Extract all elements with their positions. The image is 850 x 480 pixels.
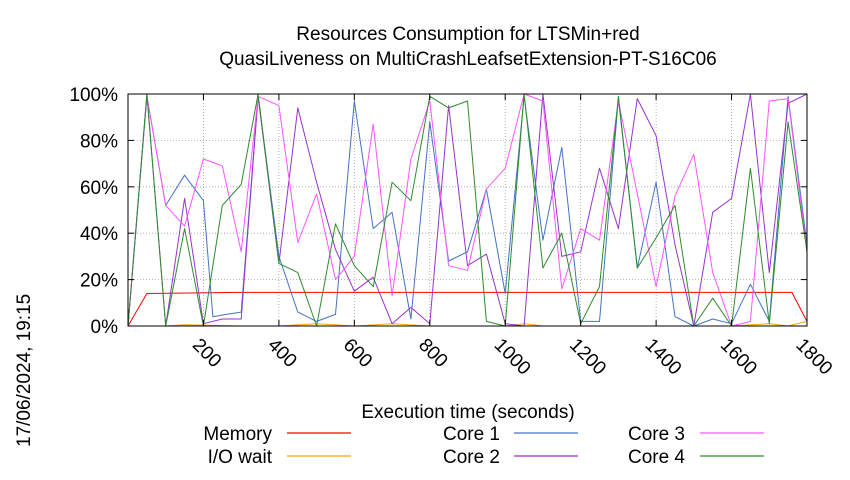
y-tick-label: 80%	[80, 131, 118, 152]
x-tick-label: 200	[188, 335, 225, 372]
series-layer	[127, 93, 808, 327]
chart-subtitle: QuasiLiveness on MultiCrashLeafsetExtens…	[219, 49, 716, 70]
y-tick-label: 100%	[69, 85, 118, 106]
side-timestamp: 17/06/2024, 19:15	[14, 294, 35, 447]
x-tick-label: 1600	[716, 335, 761, 380]
grid-lines	[128, 94, 807, 326]
x-tick-label: 600	[339, 335, 376, 372]
y-tick-label: 0%	[91, 317, 119, 338]
legend-label-memory: Memory	[203, 424, 272, 445]
y-tick-label: 20%	[80, 271, 118, 292]
x-tick-label: 800	[414, 335, 451, 372]
x-tick-label: 1400	[641, 335, 686, 380]
legend-label-i-o-wait: I/O wait	[208, 447, 273, 468]
x-tick-label: 1200	[565, 335, 610, 380]
series-line-core-3	[127, 93, 808, 327]
x-tick-label: 400	[263, 335, 300, 372]
legend-label-core-4: Core 4	[628, 447, 685, 468]
axis-ticks: 0% 20% 40% 60% 80% 100% 200 400 600 800 1000 1200 14…	[69, 85, 836, 379]
y-tick-label: 40%	[80, 224, 118, 245]
legend-label-core-3: Core 3	[628, 424, 685, 445]
chart-title: Resources Consumption for LTSMin+red	[296, 24, 639, 45]
series-line-core-1	[127, 95, 808, 327]
x-tick-label: 1000	[490, 335, 535, 380]
plot-frame	[127, 93, 808, 327]
y-tick-label: 60%	[80, 178, 118, 199]
series-line-core-4	[127, 93, 808, 327]
x-tick-label: 1800	[791, 335, 836, 380]
series-line-core-2	[127, 93, 808, 327]
legend-label-core-1: Core 1	[443, 424, 500, 445]
legend-label-core-2: Core 2	[443, 447, 500, 468]
x-axis-label: Execution time (seconds)	[361, 402, 574, 423]
